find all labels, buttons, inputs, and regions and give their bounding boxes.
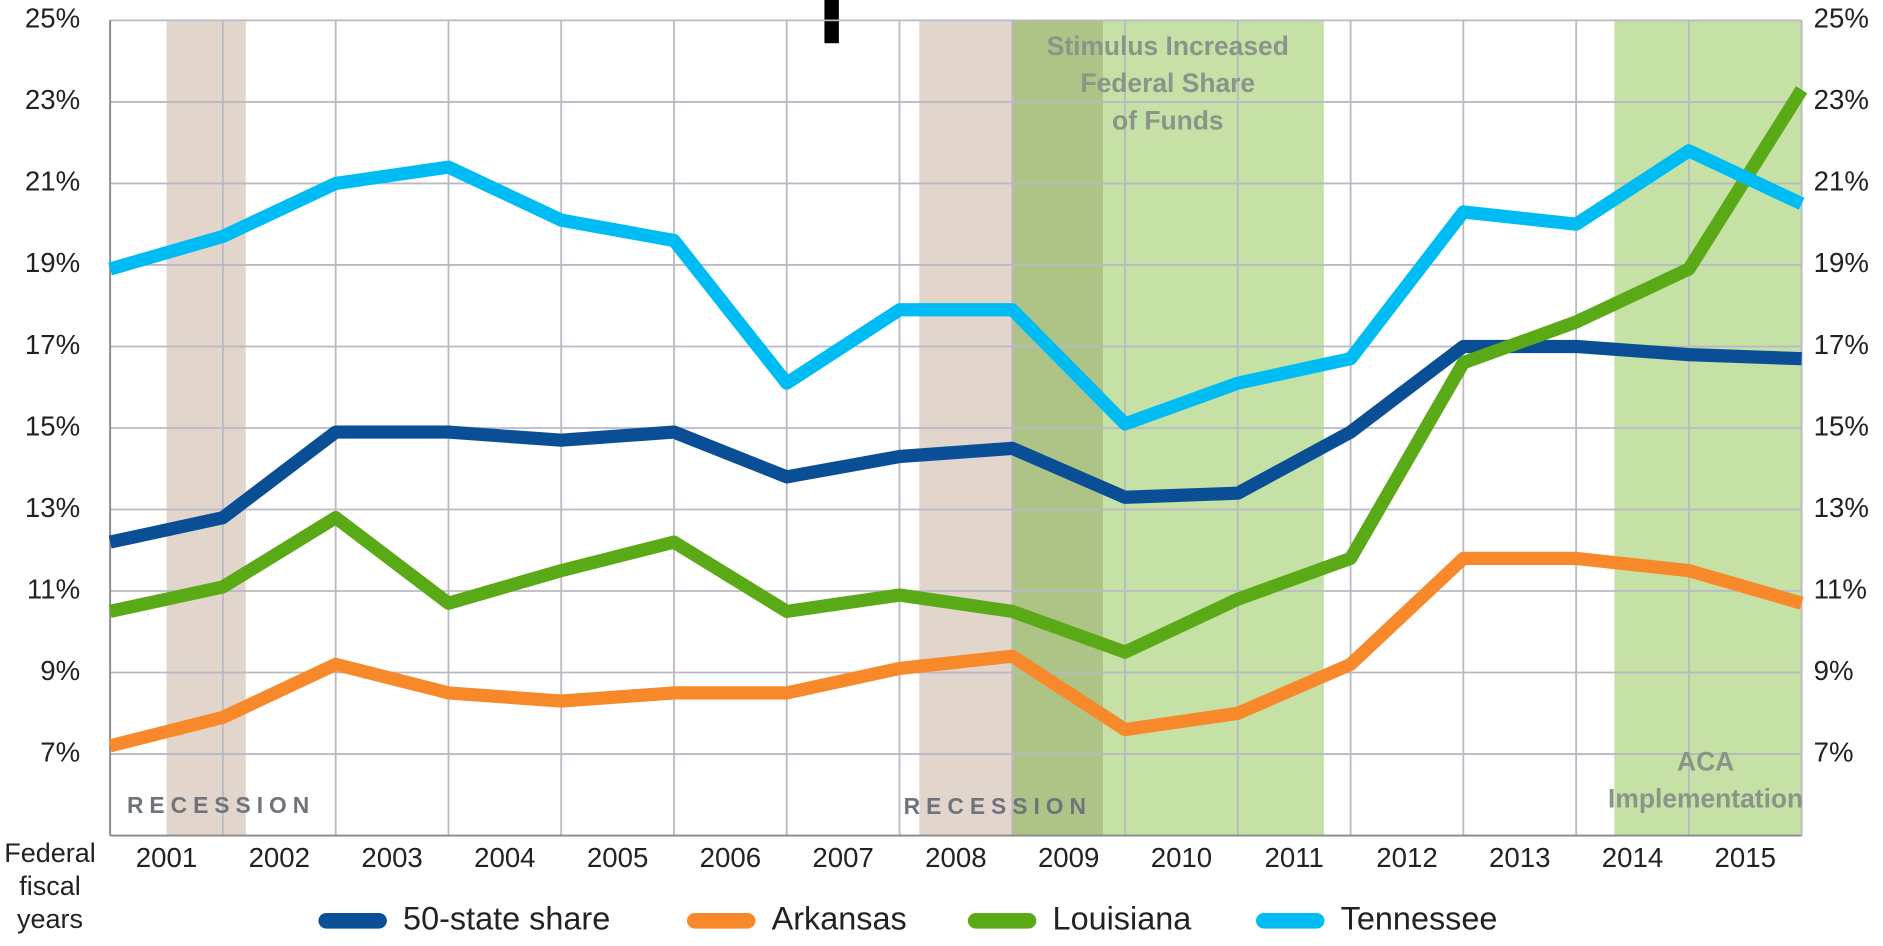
x-tick-label: 2002	[249, 842, 310, 873]
y-tick-label: 19%	[25, 247, 80, 278]
x-axis-label: Federal fiscal years	[4, 838, 96, 934]
x-tick-label: 2011	[1265, 842, 1324, 873]
y2-tick-label: 9%	[1814, 655, 1854, 686]
y-tick-label: 11%	[27, 573, 80, 604]
x-tick-label: 2009	[1038, 842, 1099, 873]
stimulus-label: Federal Share	[1080, 68, 1255, 98]
y-tick-label: 13%	[25, 492, 80, 523]
labels: 7% 7% 9% 9% 11% 11% 13% 13% 15% 15% 17% 17% 19% 19% 21…	[25, 3, 1869, 937]
x-tick-label: 2010	[1151, 842, 1212, 873]
aca-label: ACA	[1677, 746, 1734, 776]
x-tick-label: 2012	[1376, 842, 1437, 873]
series-line	[108, 551, 1804, 753]
y2-tick-label: 15%	[1814, 410, 1869, 441]
y2-tick-label: 19%	[1814, 247, 1869, 278]
recession-label: RECESSION	[904, 793, 1092, 819]
y2-tick-label: 7%	[1814, 736, 1854, 767]
y-tick-label: 17%	[25, 329, 80, 360]
recession-label: RECESSION	[127, 792, 315, 818]
y-tick-label: 21%	[25, 166, 80, 197]
aca-label: Implementation	[1608, 784, 1803, 814]
y-tick-label: 23%	[25, 84, 80, 115]
y-tick-label: 7%	[40, 736, 80, 767]
series-line	[108, 86, 1808, 659]
y2-tick-label: 25%	[1814, 3, 1869, 34]
x-tick-label: 2014	[1602, 842, 1663, 873]
y-tick-label: 9%	[40, 655, 80, 686]
y2-tick-label: 21%	[1814, 166, 1869, 197]
y2-tick-label: 13%	[1814, 492, 1869, 523]
x-tick-label: 2008	[925, 842, 986, 873]
x-tick-label: 2013	[1489, 842, 1550, 873]
y2-tick-label: 23%	[1814, 84, 1869, 115]
y2-tick-label: 11%	[1814, 573, 1867, 604]
legend-label: Tennessee	[1341, 900, 1498, 936]
legend-label: 50-state share	[403, 900, 610, 936]
y2-tick-label: 17%	[1814, 329, 1869, 360]
y-tick-label: 25%	[25, 3, 80, 34]
cropped-title	[824, 0, 839, 44]
x-tick-label: 2015	[1715, 842, 1776, 873]
stimulus-label: of Funds	[1112, 105, 1223, 135]
x-tick-label: 2005	[587, 842, 648, 873]
x-tick-label: 2007	[812, 842, 873, 873]
x-tick-label: 2001	[136, 842, 197, 873]
y-tick-label: 15%	[25, 410, 80, 441]
x-tick-label: 2004	[474, 842, 535, 873]
legend-label: Louisiana	[1053, 900, 1193, 936]
x-tick-label: 2006	[700, 842, 761, 873]
x-tick-label: 2003	[361, 842, 422, 873]
lines	[108, 86, 1808, 753]
series-line	[108, 144, 1805, 431]
stimulus-label: Stimulus Increased	[1047, 31, 1289, 61]
legend-label: Arkansas	[772, 900, 907, 936]
